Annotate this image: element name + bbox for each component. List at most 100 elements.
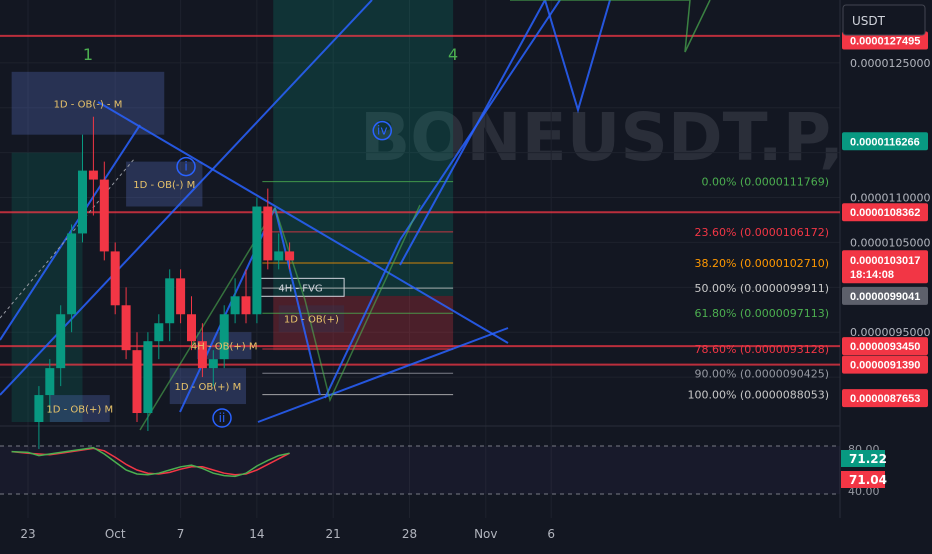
x-tick-label: 23	[20, 527, 35, 541]
wave-label: ii	[219, 411, 226, 425]
fib-level-label: 23.60% (0.0000106172)	[694, 226, 829, 239]
price-tag-bg	[842, 337, 928, 356]
candle-body	[110, 251, 120, 306]
zone-label: 1D - OB(+)	[284, 315, 339, 326]
x-tick-label: 14	[249, 527, 264, 541]
stoch-d-tag	[841, 471, 885, 488]
price-tag: 0.0000103017 18:14:08	[842, 250, 928, 284]
price-tag-bg	[842, 355, 928, 374]
price-axis: 0.00001250000.00001100000.00001050000.00…	[841, 0, 932, 426]
wave-label: iv	[377, 124, 387, 138]
x-tick-label: Nov	[474, 527, 497, 541]
x-tick-label: 7	[177, 527, 185, 541]
candle-body	[154, 323, 164, 342]
trend-line	[257, 327, 509, 423]
price-tag: 0.0000116266	[842, 132, 928, 151]
candle-body	[121, 305, 131, 351]
price-tag: 0.0000087653	[842, 389, 928, 408]
price-tag-value: 0.0000091390	[850, 360, 920, 372]
candle-body	[45, 368, 55, 396]
order-block-zone	[169, 368, 246, 405]
fibonacci-retracement[interactable]: 0.00% (0.0000111769) 23.60% (0.0000106172…	[262, 176, 829, 402]
price-tag-value: 0.0000116266	[850, 136, 920, 148]
trend-line	[274, 207, 321, 396]
candle-body	[187, 314, 196, 342]
wave-label: i	[184, 160, 187, 174]
x-tick-label: 28	[402, 527, 417, 541]
candle-body	[132, 350, 142, 414]
candle-body	[274, 251, 284, 261]
zone-label: 4H - OB(+) M	[191, 342, 258, 353]
zone-label: 1D - OB(+) M	[174, 382, 241, 393]
wave-label: 1	[83, 45, 93, 64]
fib-level-label: 100.00% (0.0000088053)	[687, 389, 829, 402]
zone-label: 1D - OB(-) - M	[54, 99, 123, 110]
fib-level-label: 90.00% (0.0000090425)	[694, 367, 829, 380]
wave-label-circle	[372, 120, 392, 141]
candle-body	[252, 206, 262, 315]
fib-level-label: 50.00% (0.0000099911)	[694, 282, 829, 295]
fib-level-label: 0.00% (0.0000111769)	[701, 176, 829, 189]
candle-body	[99, 179, 109, 252]
price-tag-bg	[842, 31, 928, 50]
stoch-d-value: 71.04	[849, 473, 887, 487]
price-tag-value: 0.0000087653	[850, 393, 920, 405]
zone-label: 1D - OB(-) M	[133, 180, 195, 191]
projected-wave-path	[510, 0, 711, 53]
order-block-zone	[49, 395, 110, 422]
order-block-zone	[126, 161, 203, 207]
candle-body	[219, 314, 229, 360]
wave-label: 4	[448, 45, 458, 64]
candle-body	[165, 278, 175, 324]
countdown-timer: 18:14:08	[850, 269, 894, 281]
stoch-k-tag	[841, 450, 885, 467]
price-tag: 0.0000127495	[842, 31, 928, 50]
currency-button-frame[interactable]	[842, 4, 926, 36]
price-tag-value: 0.0000108362	[850, 207, 920, 219]
y-tick-label: 0.0000110000	[850, 192, 930, 205]
zone-labels: 1D - OB(-) - M 1D - OB(-) M 4H - OB(+) M 1D…	[46, 99, 339, 415]
candle-body	[78, 170, 87, 234]
wave-label-circle	[176, 156, 196, 177]
x-tick-label: 21	[326, 527, 341, 541]
price-tag-bg	[842, 203, 928, 222]
candle-body	[56, 314, 66, 369]
stoch-k-value: 71.22	[849, 452, 887, 466]
currency-button[interactable]: USDT	[842, 4, 926, 36]
price-tag-bg	[842, 132, 928, 151]
grid-lines	[0, 0, 841, 550]
zone-label: 1D - OB(+) M	[46, 405, 113, 416]
fib-level-label: 78.60% (0.0000093128)	[694, 343, 829, 356]
candle-body	[67, 233, 77, 315]
y-tick-label: 0.0000095000	[850, 326, 930, 339]
trend-line	[97, 101, 509, 344]
price-tag-bg	[842, 389, 928, 408]
stoch-bottom-label: 40.00	[848, 485, 880, 498]
candle-body	[88, 170, 98, 180]
stoch-band	[0, 446, 840, 494]
trend-line	[324, 239, 401, 399]
price-tag: 0.0000091390	[842, 355, 928, 374]
candle-body	[263, 206, 273, 261]
current-price-value: 0.0000103017	[850, 255, 920, 267]
trend-line	[0, 124, 141, 341]
currency-button-label[interactable]: USDT	[852, 14, 886, 28]
fib-level-label: 38.20% (0.0000102710)	[694, 257, 829, 270]
projected-path	[399, 0, 611, 266]
order-block-zone	[11, 71, 165, 135]
price-tag-value: 0.0000093450	[850, 341, 920, 353]
current-price-tag-bg	[842, 250, 928, 284]
x-tick-label: Oct	[105, 527, 126, 541]
fib-level-label: 61.80% (0.0000097113)	[694, 307, 829, 320]
candle-body	[143, 341, 153, 414]
candle-body	[176, 278, 186, 315]
candle-body	[34, 395, 44, 422]
position-target-zone	[273, 0, 454, 296]
price-tag: 0.0000108362	[842, 203, 928, 222]
candle-body	[230, 296, 240, 315]
